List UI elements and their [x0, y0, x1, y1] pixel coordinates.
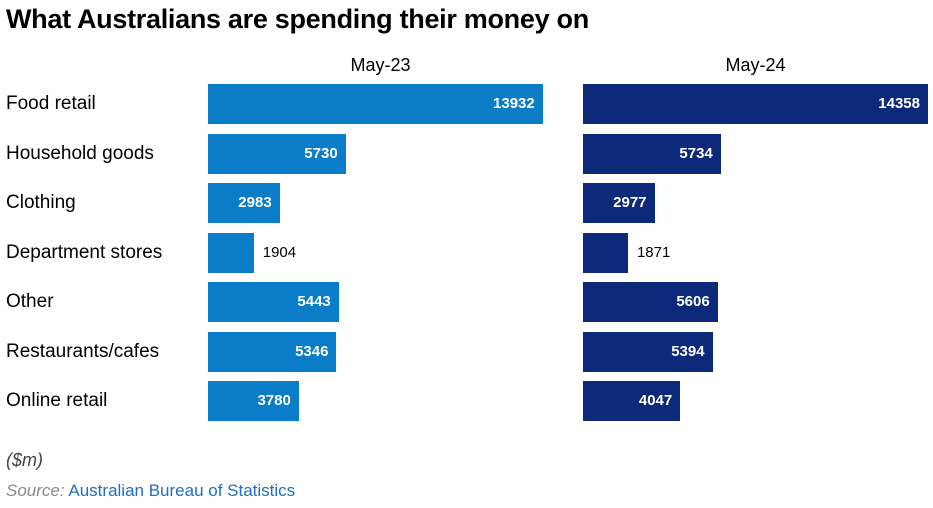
- unit-note: ($m): [6, 450, 43, 470]
- bar: [208, 331, 337, 372]
- bar: [583, 232, 628, 273]
- source-link[interactable]: Australian Bureau of Statistics: [68, 481, 296, 500]
- data-label: 5346: [295, 342, 329, 360]
- category-label: Household goods: [6, 142, 154, 164]
- bar: [583, 84, 928, 124]
- data-label: 14358: [878, 95, 920, 112]
- bar: [208, 282, 339, 322]
- bar: [583, 331, 713, 372]
- category-label: Clothing: [6, 192, 76, 213]
- data-label: 13932: [493, 95, 535, 112]
- data-label: 5734: [679, 144, 713, 162]
- category-label: Restaurants/cafes: [6, 340, 160, 362]
- chart-title: What Australians are spending their mone…: [6, 4, 589, 34]
- source-note: Source: Australian Bureau of Statistics: [6, 481, 295, 501]
- bar: [208, 381, 299, 421]
- bar: [208, 183, 280, 223]
- category-label: Department stores: [6, 241, 163, 263]
- data-label: 5443: [297, 293, 331, 310]
- series-header: May-23: [350, 55, 411, 75]
- bar: [208, 232, 254, 273]
- category-label: Food retail: [6, 93, 96, 114]
- category-label: Other: [6, 291, 54, 312]
- data-label: 4047: [638, 392, 673, 409]
- data-label: 1871: [636, 243, 671, 261]
- bar: [208, 133, 346, 174]
- data-label: 2983: [238, 194, 272, 211]
- bar: [583, 133, 721, 174]
- bar: [208, 84, 543, 124]
- data-label: 3780: [257, 392, 291, 409]
- bar: [583, 381, 681, 421]
- bar: [583, 183, 655, 223]
- data-label: 1904: [262, 243, 297, 261]
- source-label: Source:: [6, 481, 65, 500]
- data-label: 5730: [304, 144, 338, 162]
- bar: [583, 282, 718, 322]
- data-label: 2977: [613, 194, 647, 211]
- series-header: May-24: [725, 55, 786, 75]
- data-label: 5394: [671, 342, 705, 360]
- data-label: 5606: [676, 293, 710, 310]
- category-label: Online retail: [6, 390, 108, 411]
